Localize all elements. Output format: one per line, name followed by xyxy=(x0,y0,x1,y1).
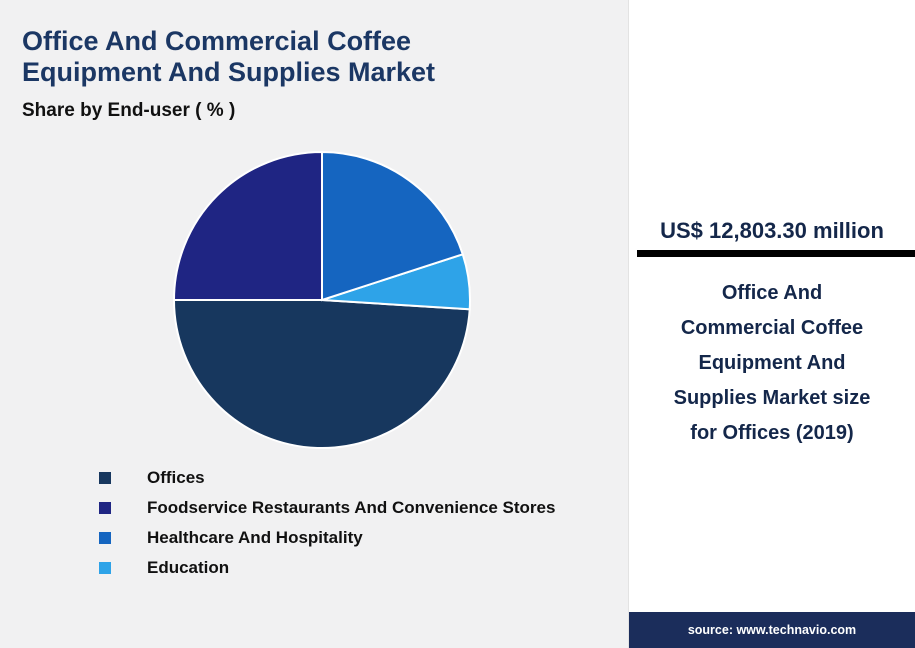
pie-chart xyxy=(172,150,472,450)
legend-item-offices: Offices xyxy=(99,463,555,493)
stat-panel: US$ 12,803.30 million Office And Commerc… xyxy=(628,0,915,648)
source-bar: source: www.technavio.com xyxy=(629,612,915,648)
legend-item-foodservice-restaurants-and-convenience-stores: Foodservice Restaurants And Convenience … xyxy=(99,493,555,523)
legend-swatch-icon xyxy=(99,532,111,544)
pie-slice-foodservice-restaurants-and-convenience-stores xyxy=(172,150,323,301)
chart-legend: Offices Foodservice Restaurants And Conve… xyxy=(99,463,555,583)
legend-label: Offices xyxy=(147,468,205,487)
page-title-line-2: Equipment And Supplies Market xyxy=(22,57,436,87)
chart-subtitle: Share by End-user ( % ) xyxy=(22,100,236,121)
pie-slice-offices xyxy=(172,299,471,450)
legend-label: Education xyxy=(147,558,230,577)
market-size-description: Office And Commercial Coffee Equipment A… xyxy=(673,282,871,444)
page-title-line-1: Office And Commercial Coffee xyxy=(22,26,412,56)
page-title: Office And Commercial Coffee Equipment A… xyxy=(22,26,435,88)
pie-slice-healthcare-and-hospitality xyxy=(321,150,465,302)
legend-swatch-icon xyxy=(99,562,111,574)
source-text: source: www.technavio.com xyxy=(687,623,857,637)
legend-swatch-icon xyxy=(99,472,111,484)
divider-rule xyxy=(637,250,915,257)
legend-label: Healthcare And Hospitality xyxy=(147,528,363,547)
legend-label: Foodservice Restaurants And Convenience … xyxy=(147,498,556,517)
legend-item-healthcare-and-hospitality: Healthcare And Hospitality xyxy=(99,523,555,553)
legend-swatch-icon xyxy=(99,502,111,514)
legend-item-education: Education xyxy=(99,553,555,583)
market-size-value: US$ 12,803.30 million xyxy=(660,218,884,243)
